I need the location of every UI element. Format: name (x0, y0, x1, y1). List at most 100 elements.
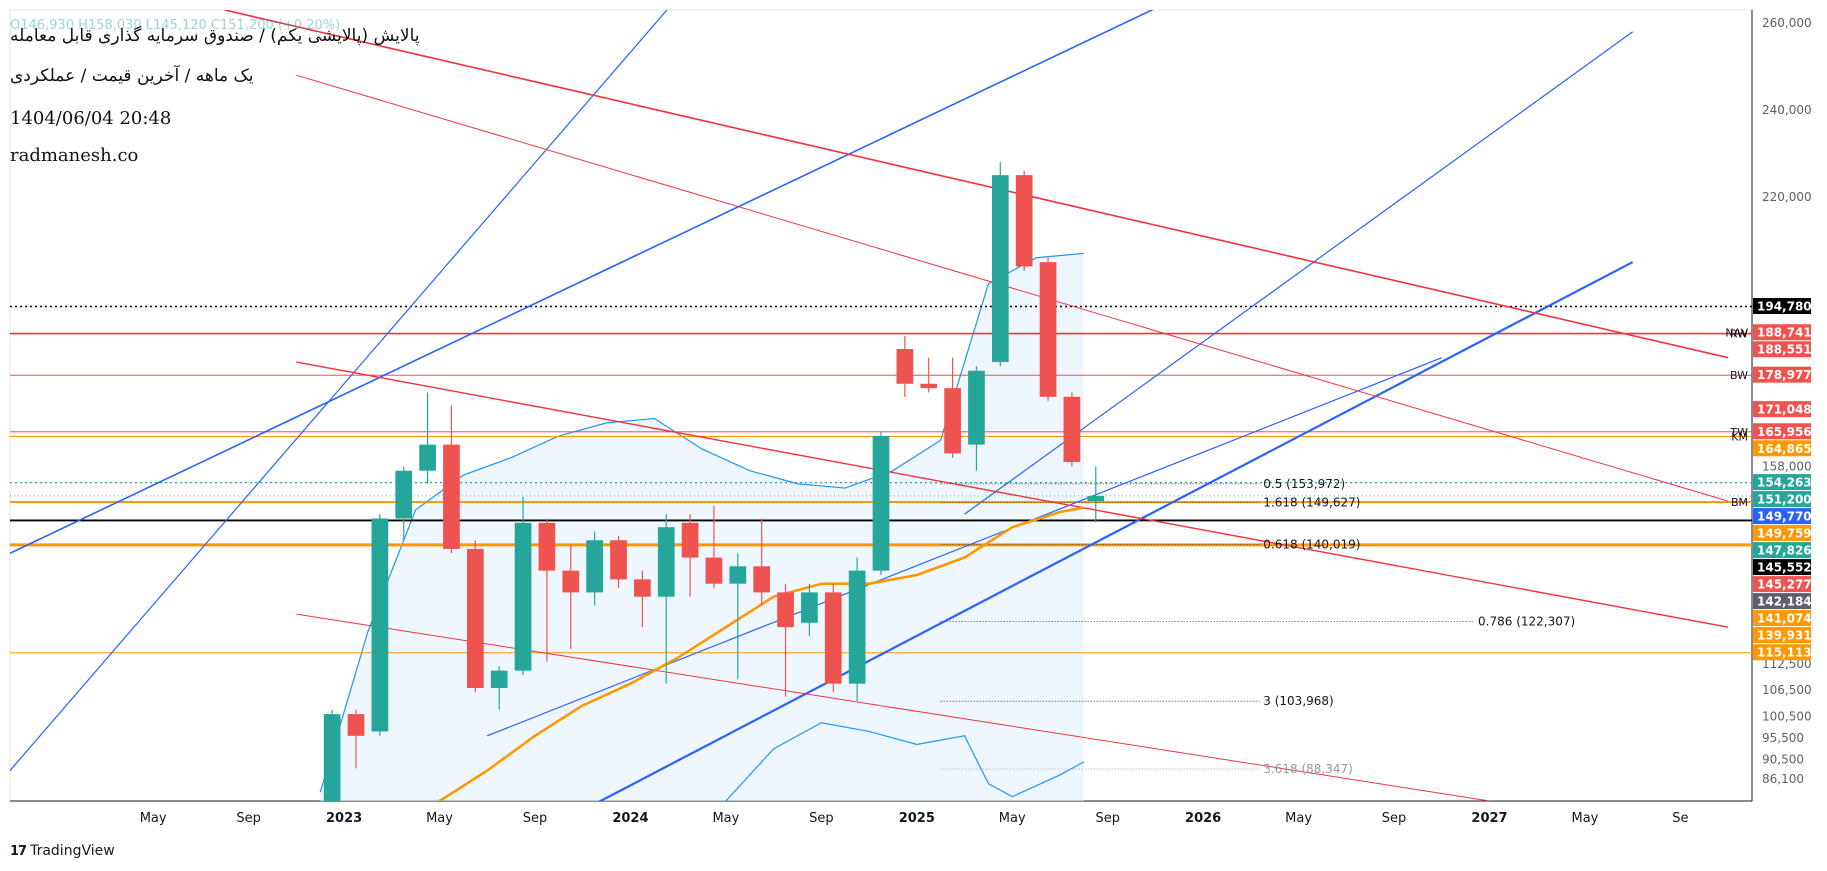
ohlc-readout: O146,930 H158,030 L145,120 C151,200 (+0.… (10, 18, 340, 33)
y-tick-label: 95,500 (1762, 731, 1804, 745)
candle-body (753, 566, 771, 593)
candle-2024-07 (777, 583, 794, 697)
level-tag-TW: TW (1729, 426, 1748, 439)
candle-body (371, 518, 389, 732)
candle-2025-02 (944, 357, 961, 458)
candle-2024-08 (801, 583, 818, 636)
price-tag-text: 115,113 (1757, 646, 1812, 660)
x-tick-label: May (426, 811, 453, 826)
trendlines (10, 10, 1729, 801)
candle-body (538, 522, 556, 571)
price-axis[interactable]: 260,000240,000220,000158,000118,500112,5… (1725, 16, 1811, 786)
trendline-5 (224, 10, 1729, 359)
candle-body (657, 527, 675, 597)
candle-2024-04 (705, 505, 723, 589)
x-tick-label: May (999, 811, 1026, 826)
price-tag-text: 142,184 (1757, 595, 1812, 609)
price-tag-text: 151,200 (1757, 493, 1812, 507)
price-tag-145277: 145,277 (1753, 576, 1812, 593)
x-tick-label: 2026 (1185, 811, 1221, 826)
candle-2023-05 (443, 405, 460, 554)
price-tag-text: 154,263 (1757, 476, 1812, 490)
x-tick-label: Sep (236, 811, 261, 826)
chart-datetime: 1404/06/04 20:48 (10, 108, 172, 129)
price-tag-bg (1753, 559, 1811, 576)
price-tag-bg (1753, 324, 1811, 341)
price-tag-142184: 142,184 (1753, 593, 1812, 610)
trendline-2 (598, 261, 1634, 801)
candle-2025-06 (1039, 257, 1057, 402)
price-tag-188551: 188,551 RW (1730, 328, 1812, 358)
fib-label: 0.5 (153,972) (1263, 477, 1345, 491)
candle-2025-01 (920, 357, 938, 393)
candle-body (323, 714, 341, 801)
price-tag-bg (1753, 627, 1811, 644)
chart-subtitle: یک ماهه / آخرین قیمت / عملکردی (10, 66, 254, 86)
price-tag-171048: 171,048 (1753, 401, 1812, 418)
y-tick-label: 90,500 (1762, 753, 1804, 767)
candle-body (991, 175, 1009, 363)
x-tick-label: 2027 (1471, 811, 1507, 826)
candle-2025-07 (1063, 392, 1081, 467)
price-tag-bg (1753, 491, 1811, 508)
time-axis[interactable]: May Sep 2023 May Sep 2024 May Sep 2025 May Sep 2026… (140, 811, 1689, 826)
candle-2024-06 (753, 518, 771, 606)
candle-body (920, 383, 938, 389)
band-fill (320, 253, 1084, 801)
price-tag-bg (1753, 423, 1811, 440)
level-tag-NAV: NAV (1725, 327, 1748, 340)
candlesticks (323, 162, 1105, 801)
band-lower-line (725, 722, 1085, 801)
level-tag-BW: BW (1730, 369, 1748, 382)
candle-2023-07 (490, 666, 508, 710)
x-tick-label: Sep (523, 811, 548, 826)
x-tick-label: 2023 (326, 811, 362, 826)
price-tag-bg (1753, 610, 1811, 627)
x-tick-label: Sep (809, 811, 834, 826)
trendline-7 (296, 361, 1729, 628)
x-tick-label: May (140, 811, 167, 826)
price-tag-text: 145,552 (1757, 561, 1812, 575)
price-tag-text: 194,780 (1757, 299, 1812, 313)
tradingview-name: TradingView (30, 843, 115, 859)
fib-label: 3 (103,968) (1263, 694, 1333, 708)
price-tag-text: 171,048 (1757, 403, 1812, 417)
candle-2024-03 (681, 514, 699, 597)
price-tag-178977: 178,977 BW (1730, 366, 1812, 383)
candle-body (1015, 175, 1033, 267)
price-tag-text: 149,770 (1757, 510, 1812, 524)
price-tag-text: 139,931 (1757, 629, 1812, 643)
candle-body (443, 444, 460, 549)
candle-2023-01 (347, 709, 365, 769)
price-tag-bg (1753, 474, 1811, 491)
candle-2023-12 (610, 535, 627, 589)
trendline-1 (10, 10, 1154, 554)
candle-2024-12 (896, 335, 914, 397)
price-tag-188741: 188,741 NAV (1725, 324, 1812, 341)
trendline-3 (487, 357, 1443, 737)
price-tag-151200: 151,200 (1753, 491, 1812, 508)
fib-label: 3.618 (88,347) (1263, 762, 1353, 776)
candle-body (562, 570, 580, 593)
price-tag-bg (1753, 644, 1811, 661)
candle-2023-06 (466, 540, 484, 693)
moving-average (438, 506, 1085, 801)
candle-2024-01 (634, 570, 651, 628)
candle-2023-03 (395, 466, 413, 541)
tradingview-logo-icon: 17 (10, 843, 27, 859)
candle-2022-12 (323, 709, 341, 801)
price-tag-text: 165,956 (1757, 425, 1812, 439)
price-tag-bg (1753, 440, 1811, 457)
x-tick-label: May (712, 811, 739, 826)
level-tag-RW: RW (1730, 328, 1748, 341)
price-tag-bg (1753, 366, 1811, 383)
tradingview-branding[interactable]: 17 TradingView (10, 843, 115, 859)
symbol-title: پالایش (پالایشی یکم) / صندوق سرمایه گذار… (10, 26, 420, 46)
candle-2023-02 (371, 514, 389, 736)
price-tag-194780: 194,780 (1753, 297, 1812, 314)
price-tag-text: 178,977 (1757, 368, 1812, 382)
price-tag-text: 141,074 (1757, 612, 1812, 626)
candle-body (1063, 396, 1081, 462)
candle-2023-09 (538, 518, 556, 662)
